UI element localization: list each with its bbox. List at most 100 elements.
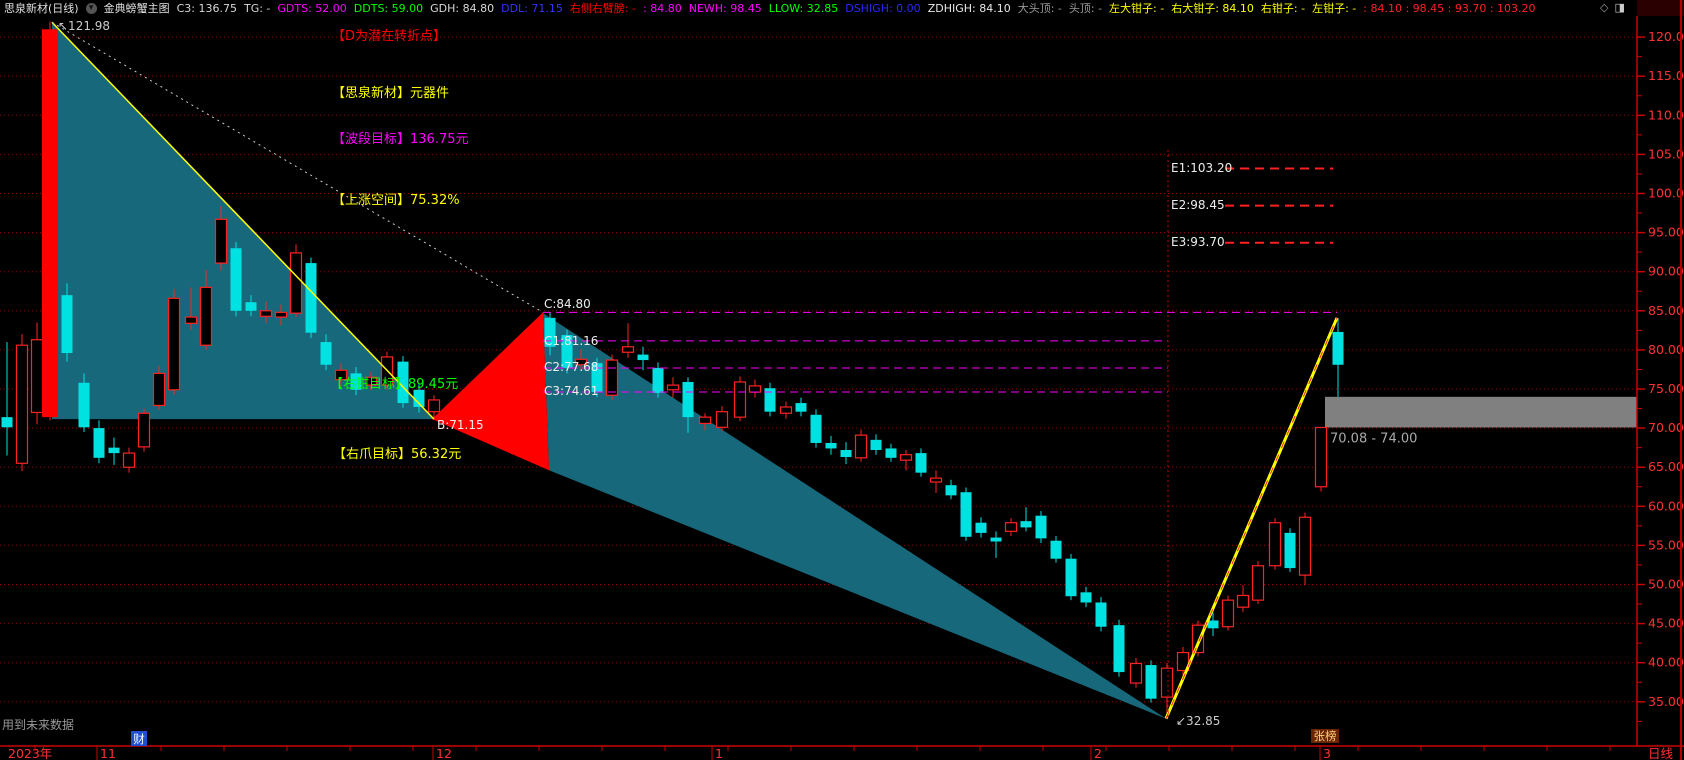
indicator-field: 右侧右臂膀: - bbox=[569, 2, 637, 15]
candle bbox=[364, 371, 378, 391]
indicator-field: ZDHIGH: 84.10 bbox=[927, 1, 1011, 15]
candle bbox=[274, 304, 288, 326]
candle bbox=[1050, 536, 1062, 563]
candle bbox=[1314, 426, 1328, 492]
candle bbox=[259, 301, 273, 324]
level-lines bbox=[543, 167, 1337, 393]
price-tick-label: 90.00 bbox=[1648, 264, 1684, 279]
candle bbox=[637, 346, 649, 371]
chart-annotation: E3:93.70 bbox=[1171, 235, 1225, 249]
candle bbox=[854, 429, 868, 462]
candle bbox=[1160, 662, 1174, 719]
candle bbox=[1004, 518, 1018, 537]
price-tick-label: 95.00 bbox=[1648, 225, 1684, 240]
candle bbox=[1129, 658, 1143, 688]
price-tick-label: 105.00 bbox=[1648, 146, 1684, 161]
candle bbox=[167, 288, 181, 395]
candles-layer bbox=[1, 21, 1344, 719]
price-tick-label: 75.00 bbox=[1648, 381, 1684, 396]
chart-annotation: 【右爪目标】56.32元 bbox=[333, 447, 461, 462]
candle bbox=[779, 401, 793, 419]
candle bbox=[1332, 317, 1344, 397]
axes: 120.00 115.00 110.00 105.00 100.00 95.00 90.00… bbox=[0, 16, 1684, 760]
candle bbox=[990, 531, 1002, 558]
candle bbox=[666, 377, 680, 398]
candle bbox=[42, 21, 58, 421]
candle bbox=[1065, 554, 1077, 601]
indicator-field: 大头顶: - bbox=[1017, 2, 1062, 15]
candle bbox=[825, 435, 837, 455]
price-tick-label: 100.00 bbox=[1648, 186, 1684, 201]
candle bbox=[397, 356, 409, 408]
candle bbox=[1095, 597, 1107, 632]
candle bbox=[1020, 507, 1032, 532]
svg-text:张榜: 张榜 bbox=[1314, 729, 1337, 743]
year-label: 2023年 bbox=[8, 746, 52, 760]
mid-rally-triangle bbox=[432, 312, 549, 471]
candle bbox=[885, 443, 897, 462]
indicator-field: LLOW: 32.85 bbox=[768, 1, 839, 15]
indicator-bar: 思泉新材(日线) ▾ 金典螃蟹主图 C3: 136.75 TG: - GDTS: 5… bbox=[0, 0, 1641, 16]
candle bbox=[289, 244, 303, 318]
candle bbox=[733, 376, 747, 422]
candle bbox=[899, 449, 913, 471]
candle bbox=[1207, 612, 1219, 637]
candle bbox=[915, 448, 927, 477]
price-tick-label: 110.00 bbox=[1648, 107, 1684, 122]
d-to-b-yellow bbox=[51, 21, 435, 420]
candle bbox=[15, 334, 29, 472]
candle bbox=[574, 349, 588, 371]
indicator-field: GDH: 84.80 bbox=[430, 1, 495, 15]
candle bbox=[1035, 510, 1047, 544]
candle bbox=[715, 406, 729, 432]
price-tick-label: 55.00 bbox=[1648, 537, 1684, 552]
diamond-icon[interactable]: ◇ bbox=[1600, 1, 1609, 14]
indicator-field: DDTS: 59.00 bbox=[353, 1, 424, 15]
indicator-title[interactable]: 金典螃蟹主图 bbox=[103, 2, 170, 15]
indicator-field: 左大钳子: - bbox=[1109, 2, 1165, 15]
candle bbox=[214, 206, 228, 271]
finance-badge[interactable]: 财 bbox=[131, 731, 147, 746]
candle bbox=[960, 487, 972, 541]
chevron-down-icon[interactable]: ▾ bbox=[85, 2, 97, 14]
candle bbox=[795, 397, 807, 417]
candle bbox=[1236, 585, 1250, 612]
chart-annotation: 【D为潜在转折点】 bbox=[332, 29, 446, 44]
indicator-field: DSHIGH: 0.00 bbox=[845, 1, 921, 15]
candle bbox=[764, 382, 776, 417]
svg-text:财: 财 bbox=[133, 732, 145, 746]
annotations-layer: ↖121.98 【D为潜在转折点】【思泉新材】元器件【波段目标】136.75元【上… bbox=[2, 19, 1232, 732]
chart-annotation: 用到未来数据 bbox=[2, 717, 74, 732]
candle bbox=[122, 447, 136, 473]
candle bbox=[413, 384, 425, 413]
month-label: 11 bbox=[100, 746, 116, 760]
indicator-field: TG: - bbox=[243, 1, 271, 15]
candle bbox=[305, 257, 317, 339]
split-window-icon[interactable]: ◨ bbox=[1614, 1, 1625, 14]
candle bbox=[1221, 595, 1235, 631]
limit-up-badge[interactable]: 张榜 bbox=[1311, 729, 1339, 743]
price-tick-label: 35.00 bbox=[1648, 694, 1684, 709]
indicator-field: : 84.80 bbox=[643, 1, 682, 15]
candle bbox=[1268, 518, 1282, 570]
indicator-field: NEWH: 98.45 bbox=[688, 1, 762, 15]
price-tick-label: 45.00 bbox=[1648, 616, 1684, 631]
stock-title[interactable]: 思泉新材(日线) bbox=[4, 2, 79, 15]
indicator-field: 右钳子: - bbox=[1260, 2, 1306, 15]
period-label[interactable]: 日线 bbox=[1648, 746, 1674, 760]
candle bbox=[137, 408, 151, 452]
trend-lines bbox=[51, 21, 1339, 720]
indicator-field: : 84.10 : 98.45 : 93.70 : 103.20 bbox=[1363, 1, 1536, 15]
candle bbox=[1080, 586, 1092, 608]
price-tick-label: 120.00 bbox=[1648, 29, 1684, 44]
chart-annotation: C:84.80 bbox=[544, 297, 591, 311]
chart-annotation: 【右钳目标】89.45元 bbox=[330, 377, 458, 392]
price-tick-label: 80.00 bbox=[1648, 342, 1684, 357]
candle bbox=[350, 367, 362, 396]
indicator-field: GDTS: 52.00 bbox=[277, 1, 347, 15]
chart-annotation: B:71.15 bbox=[437, 418, 484, 432]
indicator-field: 右大钳子: 84.10 bbox=[1171, 2, 1254, 15]
